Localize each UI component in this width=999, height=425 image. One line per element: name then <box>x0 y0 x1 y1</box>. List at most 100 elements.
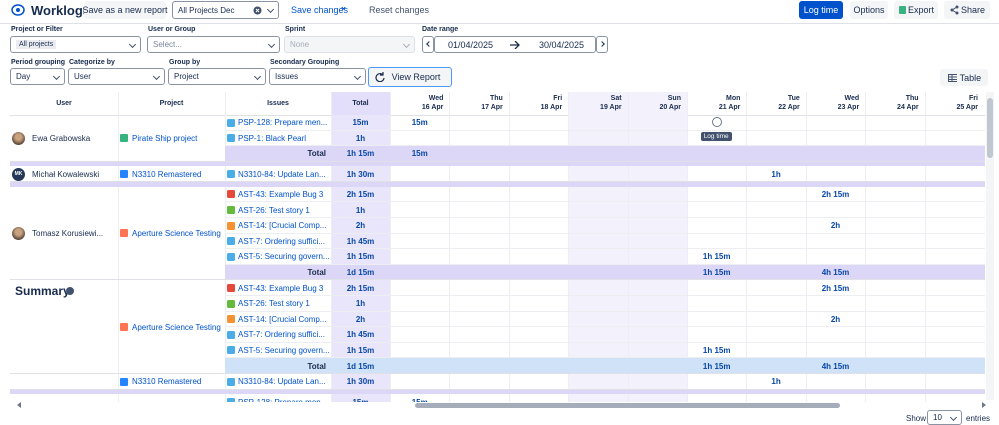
issue-total[interactable]: 1h 30m <box>331 167 390 183</box>
horizontal-scrollbar[interactable] <box>415 403 840 408</box>
categorize-value: User <box>74 72 91 81</box>
secondary-select[interactable]: Issues <box>269 68 366 85</box>
options-button[interactable]: Options <box>850 1 888 19</box>
column-header[interactable]: Total <box>331 92 390 115</box>
issue-total[interactable]: 2h 15m <box>331 187 390 203</box>
day-header[interactable]: Thu17 Apr <box>449 94 502 112</box>
day-value[interactable]: 4h 15m <box>806 358 865 374</box>
column-divider <box>118 92 119 402</box>
date-range[interactable]: 01/04/202530/04/2025 <box>434 36 596 53</box>
issue-total[interactable]: 15m <box>331 115 390 131</box>
issue-link[interactable]: AST-26: Test story 1 <box>238 202 329 218</box>
issue-total[interactable]: 1h <box>331 131 390 147</box>
day-header[interactable]: Sun20 Apr <box>628 94 681 112</box>
day-value[interactable]: 1h 15m <box>687 358 746 374</box>
day-value[interactable]: 2h <box>806 312 865 328</box>
user-select[interactable]: Select... <box>147 36 280 53</box>
issue-link[interactable]: AST-7: Ordering suffici... <box>238 327 329 343</box>
log-time-button[interactable]: Log time <box>799 1 843 19</box>
reset-changes[interactable]: Reset changes <box>369 5 429 15</box>
prev-period[interactable] <box>422 36 434 53</box>
project-link[interactable]: Pirate Ship project <box>132 131 223 147</box>
day-value[interactable]: 1h <box>746 167 805 183</box>
next-period[interactable] <box>596 36 608 53</box>
issue-total[interactable]: 1h <box>331 296 390 312</box>
view-mode-button[interactable]: Table <box>940 69 988 86</box>
issue-total[interactable]: 1h 30m <box>331 374 390 390</box>
project-select[interactable]: All projects <box>10 36 141 53</box>
day-header[interactable]: Tue22 Apr <box>746 94 799 112</box>
issue-link[interactable]: AST-14: [Crucial Comp... <box>238 218 329 234</box>
day-value[interactable]: 2h 15m <box>806 187 865 203</box>
vertical-scrollbar[interactable] <box>986 92 994 400</box>
issue-icon <box>227 331 235 339</box>
issue-link[interactable]: AST-43: Example Bug 3 <box>238 187 329 203</box>
issue-link[interactable]: PSP-128: Prepare men... <box>238 394 329 402</box>
issue-total[interactable]: 1h 15m <box>331 249 390 265</box>
day-value[interactable]: 4h 15m <box>806 265 865 281</box>
day-value[interactable]: 15m <box>390 394 449 402</box>
day-value[interactable]: 15m <box>390 115 449 131</box>
issue-icon <box>227 300 235 308</box>
group-select[interactable]: Project <box>168 68 266 85</box>
issue-link[interactable]: N3310-84: Update Lan... <box>238 374 329 390</box>
day-date: 24 Apr <box>865 103 918 112</box>
issue-total[interactable]: 15m <box>331 394 390 402</box>
issue-total[interactable]: 1h 45m <box>331 234 390 250</box>
date-to: 30/04/2025 <box>539 40 584 50</box>
day-value[interactable]: 1h 15m <box>687 249 746 265</box>
day-value[interactable]: 1h <box>746 374 805 390</box>
day-header[interactable]: Fri18 Apr <box>509 94 562 112</box>
day-header[interactable]: Wed23 Apr <box>806 94 859 112</box>
day-value[interactable]: 1h 15m <box>687 265 746 281</box>
day-value[interactable]: 1h 15m <box>687 343 746 359</box>
project-link[interactable]: Aperture Science Testing <box>132 226 223 242</box>
issue-total[interactable]: 1h 45m <box>331 327 390 343</box>
day-header[interactable]: Wed16 Apr <box>390 94 443 112</box>
issue-link[interactable]: AST-7: Ordering suffici... <box>238 234 329 250</box>
issue-link[interactable]: AST-43: Example Bug 3 <box>238 280 329 296</box>
date-label: Date range <box>422 26 458 33</box>
issue-total[interactable]: 1h <box>331 202 390 218</box>
issue-total[interactable]: 2h 15m <box>331 280 390 296</box>
save-changes[interactable]: Save changes <box>291 5 348 15</box>
issue-link[interactable]: N3310-84: Update Lan... <box>238 167 329 183</box>
page-size-select[interactable]: 10 <box>927 410 962 425</box>
issue-icon <box>227 170 235 178</box>
day-value[interactable]: 2h <box>806 218 865 234</box>
day-header[interactable]: Mon21 Apr <box>687 94 740 112</box>
categorize-select[interactable]: User <box>68 68 165 85</box>
project-link[interactable]: N3310 Remastered <box>132 374 223 390</box>
day-header[interactable]: Sat19 Apr <box>568 94 621 112</box>
issue-link[interactable]: PSP-1: Black Pearl <box>238 131 329 147</box>
save-new-button[interactable]: Save as a new report <box>84 1 166 19</box>
period-select[interactable]: Day <box>10 68 65 85</box>
avatar: MK <box>12 168 25 181</box>
issue-link[interactable]: AST-14: [Crucial Comp... <box>238 312 329 328</box>
column-header[interactable]: Issues <box>225 92 331 115</box>
report-select[interactable]: All Projects Dec <box>172 1 279 19</box>
day-date: 20 Apr <box>628 103 681 112</box>
column-divider <box>225 92 226 402</box>
issue-total[interactable]: 2h <box>331 312 390 328</box>
scroll-left[interactable] <box>14 402 21 408</box>
issue-link[interactable]: AST-5: Securing govern... <box>238 343 329 359</box>
day-header[interactable]: Fri25 Apr <box>925 94 978 112</box>
column-header[interactable]: User <box>10 92 118 115</box>
issue-icon <box>227 119 235 127</box>
project-link[interactable]: N3310 Remastered <box>132 167 223 183</box>
issue-link[interactable]: PSP-128: Prepare men... <box>238 115 329 131</box>
day-header[interactable]: Thu24 Apr <box>865 94 918 112</box>
day-value[interactable]: 2h 15m <box>806 280 865 296</box>
issue-total[interactable]: 2h <box>331 218 390 234</box>
day-value[interactable]: 15m <box>390 146 449 162</box>
issue-link[interactable]: AST-5: Securing govern... <box>238 249 329 265</box>
column-header[interactable]: Project <box>118 92 225 115</box>
project-icon <box>120 170 128 178</box>
issue-total[interactable]: 1h 15m <box>331 343 390 359</box>
group-total: 1h 15m <box>331 146 390 162</box>
day-date: 16 Apr <box>390 103 443 112</box>
project-link[interactable]: Aperture Science Testing <box>132 319 223 335</box>
issue-link[interactable]: AST-26: Test story 1 <box>238 296 329 312</box>
scroll-right[interactable] <box>982 402 989 408</box>
